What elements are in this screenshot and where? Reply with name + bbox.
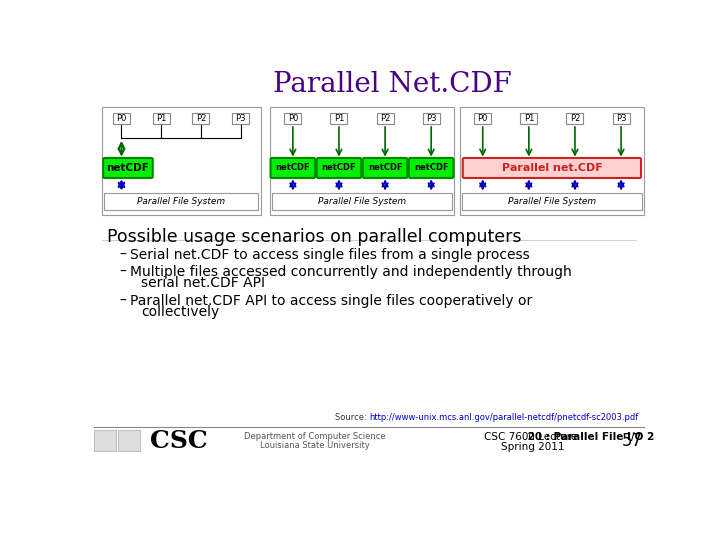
Text: http://www-unix.mcs.anl.gov/parallel-netcdf/pnetcdf-sc2003.pdf: http://www-unix.mcs.anl.gov/parallel-net…: [369, 413, 638, 422]
Text: P2: P2: [570, 114, 580, 123]
FancyBboxPatch shape: [363, 158, 408, 178]
Text: Parallel File System: Parallel File System: [137, 197, 225, 206]
Text: Parallel File System: Parallel File System: [508, 197, 596, 206]
Text: P0: P0: [288, 114, 298, 123]
Text: Spring 2011: Spring 2011: [500, 442, 564, 452]
Bar: [192, 113, 210, 124]
Text: P2: P2: [380, 114, 390, 123]
Text: –: –: [120, 294, 126, 308]
Bar: [462, 193, 642, 210]
Text: Louisiana State University: Louisiana State University: [260, 441, 369, 450]
Bar: [521, 113, 537, 124]
Bar: [104, 193, 258, 210]
Bar: [284, 113, 302, 124]
Text: –: –: [120, 265, 126, 279]
Text: netCDF: netCDF: [322, 164, 356, 172]
Bar: [270, 107, 454, 215]
Bar: [377, 113, 394, 124]
Text: P1: P1: [334, 114, 344, 123]
Bar: [153, 113, 170, 124]
Text: netCDF: netCDF: [368, 164, 402, 172]
Bar: [613, 113, 629, 124]
Text: Serial net.CDF to access single files from a single process: Serial net.CDF to access single files fr…: [130, 248, 530, 262]
Bar: [118, 430, 140, 451]
FancyBboxPatch shape: [103, 158, 153, 178]
Text: P0: P0: [477, 114, 488, 123]
Text: Department of Computer Science: Department of Computer Science: [244, 432, 386, 441]
Bar: [459, 107, 644, 215]
Bar: [330, 113, 348, 124]
Bar: [102, 107, 261, 215]
FancyBboxPatch shape: [409, 158, 454, 178]
Text: Parallel net.CDF: Parallel net.CDF: [502, 163, 602, 173]
Text: Parallel File System: Parallel File System: [318, 197, 406, 206]
Bar: [232, 113, 249, 124]
Text: netCDF: netCDF: [276, 164, 310, 172]
Text: netCDF: netCDF: [107, 163, 150, 173]
Bar: [94, 430, 116, 451]
Bar: [113, 113, 130, 124]
Text: netCDF: netCDF: [414, 164, 449, 172]
Text: Parallel net.CDF API to access single files cooperatively or: Parallel net.CDF API to access single fi…: [130, 294, 533, 308]
FancyBboxPatch shape: [271, 158, 315, 178]
FancyBboxPatch shape: [463, 158, 641, 178]
Bar: [423, 113, 440, 124]
Text: 57: 57: [622, 431, 643, 450]
Text: P3: P3: [235, 114, 246, 123]
Text: collectively: collectively: [141, 305, 220, 319]
Text: P2: P2: [196, 114, 206, 123]
Text: –: –: [120, 248, 126, 262]
Bar: [567, 113, 583, 124]
Text: serial net.CDF API: serial net.CDF API: [141, 276, 265, 290]
FancyBboxPatch shape: [317, 158, 361, 178]
Text: Source:: Source:: [335, 413, 369, 422]
Bar: [474, 113, 491, 124]
Text: CSC: CSC: [150, 429, 208, 453]
Text: Parallel Net.CDF: Parallel Net.CDF: [273, 71, 512, 98]
Text: P0: P0: [117, 114, 127, 123]
Text: P1: P1: [156, 114, 166, 123]
Text: P1: P1: [523, 114, 534, 123]
Text: CSC 7600 Lecture: CSC 7600 Lecture: [484, 431, 577, 442]
Text: Possible usage scenarios on parallel computers: Possible usage scenarios on parallel com…: [107, 228, 521, 246]
Bar: [272, 193, 452, 210]
Text: Multiple files accessed concurrently and independently through: Multiple files accessed concurrently and…: [130, 265, 572, 279]
Text: 20 : Parallel File I/O 2: 20 : Parallel File I/O 2: [524, 431, 654, 442]
Text: P3: P3: [426, 114, 436, 123]
Text: P3: P3: [616, 114, 626, 123]
